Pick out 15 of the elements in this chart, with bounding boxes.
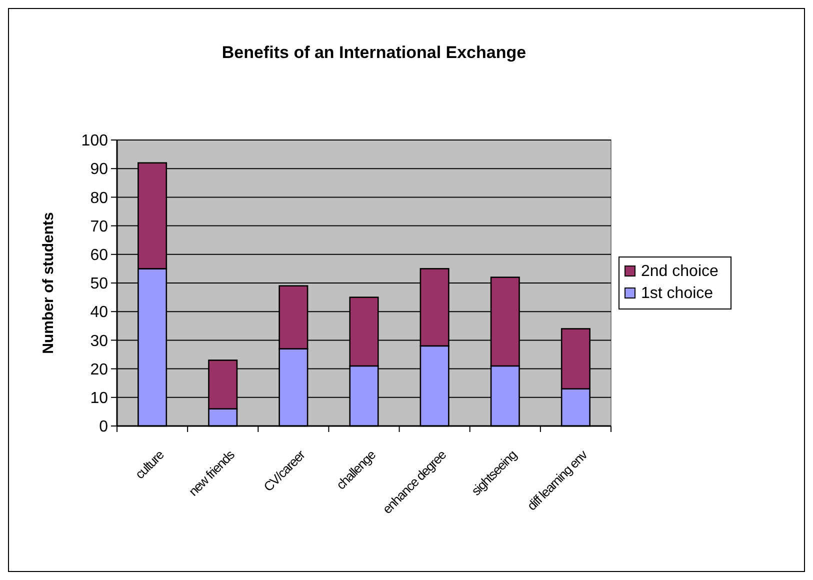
legend-label: 2nd choice: [641, 263, 718, 280]
legend-label: 1st choice: [641, 285, 714, 302]
y-axis-title: Number of students: [40, 212, 57, 354]
chart-title: Benefits of an International Exchange: [222, 43, 526, 62]
y-tick-label: 80: [90, 190, 108, 207]
y-tick-label: 50: [90, 276, 108, 293]
y-tick-label: 0: [99, 418, 108, 436]
y-tick-label: 90: [90, 161, 108, 178]
y-tick-label: 100: [81, 132, 108, 150]
y-tick-label: 10: [90, 390, 108, 407]
y-tick-label: 20: [90, 361, 108, 378]
y-tick-label: 40: [90, 304, 108, 322]
y-tick-label: 70: [90, 218, 108, 236]
y-tick-label: 60: [90, 247, 108, 264]
y-tick-label: 30: [90, 332, 108, 350]
